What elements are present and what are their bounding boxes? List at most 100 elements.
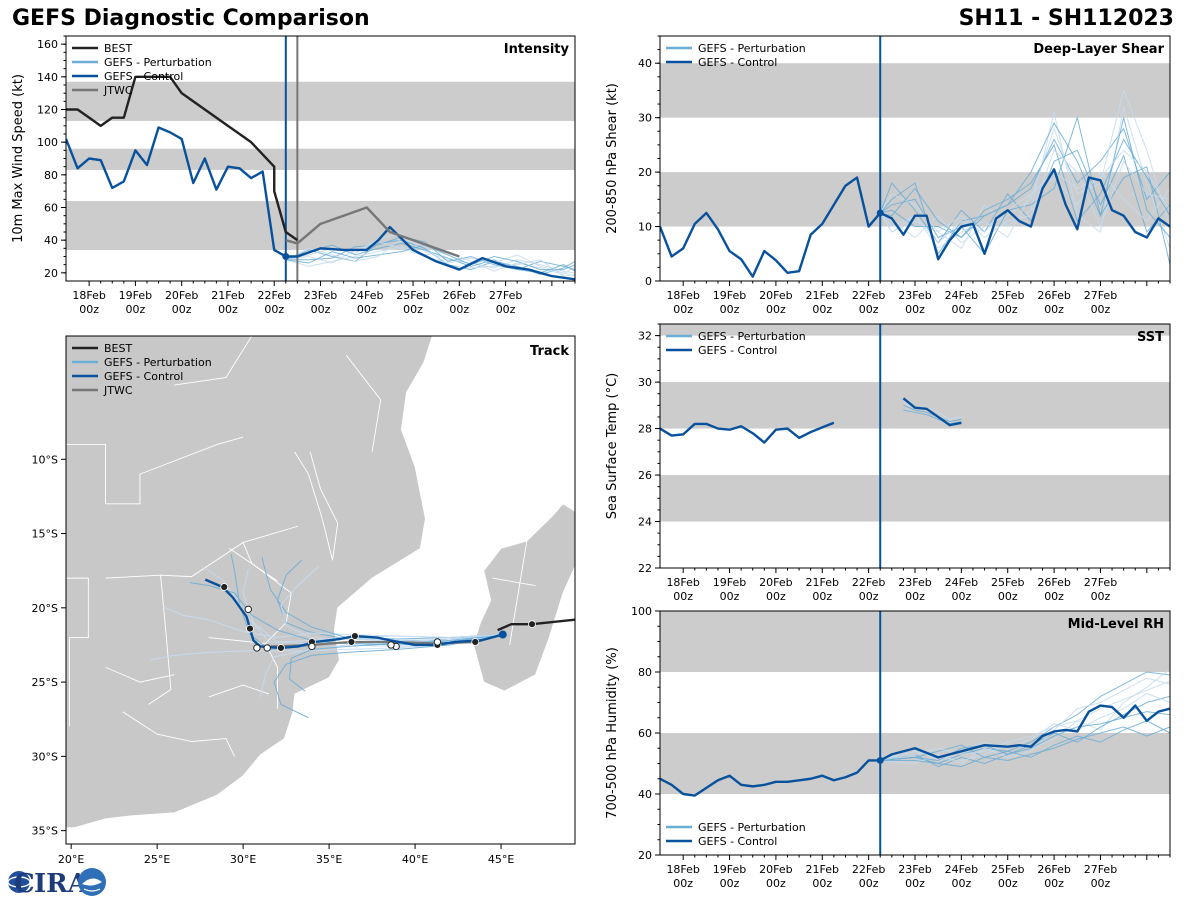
x-tick-label: 20Feb bbox=[759, 289, 792, 302]
plot-area bbox=[660, 36, 1170, 281]
series-line bbox=[66, 75, 299, 242]
country-border bbox=[509, 540, 528, 646]
y-tick-label: 20 bbox=[638, 849, 652, 862]
shaded-band bbox=[660, 611, 1170, 672]
shaded-band bbox=[660, 324, 1170, 336]
x-tick-label: 00z bbox=[720, 877, 740, 890]
x-tick-label: 24Feb bbox=[350, 289, 383, 302]
x-tick-label: 20°E bbox=[58, 853, 84, 866]
x-tick-label: 00z bbox=[859, 877, 879, 890]
series-line bbox=[66, 126, 575, 281]
series-line bbox=[660, 168, 1170, 278]
shaded-band bbox=[66, 81, 575, 121]
y-tick-label: 30°S bbox=[32, 750, 58, 763]
y-tick-label: 100 bbox=[37, 136, 58, 149]
legend-label: GEFS - Perturbation bbox=[698, 821, 806, 834]
country-border bbox=[105, 666, 175, 683]
y-tick-label: 40 bbox=[638, 57, 652, 70]
y-tick-label: 26 bbox=[638, 469, 652, 482]
country-border bbox=[148, 575, 172, 705]
perturbation-line bbox=[880, 138, 1170, 239]
legend-label: BEST bbox=[104, 42, 132, 55]
y-tick-label: 140 bbox=[37, 71, 58, 84]
x-tick-label: 00z bbox=[812, 590, 832, 603]
x-tick-label: 00z bbox=[951, 303, 971, 316]
x-tick-label: 00z bbox=[311, 303, 331, 316]
perturbation-line bbox=[880, 117, 1170, 239]
initial-point bbox=[498, 630, 507, 639]
plot-area bbox=[66, 36, 575, 281]
legend-label: GEFS - Perturbation bbox=[698, 330, 806, 343]
x-tick-label: 00z bbox=[449, 303, 469, 316]
x-tick-label: 00z bbox=[496, 303, 516, 316]
legend-label: GEFS - Control bbox=[698, 344, 777, 357]
x-tick-label: 00z bbox=[720, 590, 740, 603]
x-tick-label: 00z bbox=[905, 590, 925, 603]
plot-area bbox=[660, 611, 1170, 855]
y-tick-label: 40 bbox=[638, 788, 652, 801]
x-tick-label: 00z bbox=[812, 303, 832, 316]
y-tick-label: 30 bbox=[638, 112, 652, 125]
best-track-open-point bbox=[244, 605, 252, 614]
perturbation-line bbox=[879, 149, 1170, 239]
x-tick-label: 27Feb bbox=[1084, 289, 1117, 302]
map-area bbox=[66, 336, 575, 844]
x-tick-label: 23Feb bbox=[898, 576, 931, 589]
x-tick-label: 20Feb bbox=[759, 576, 792, 589]
x-tick-label: 22Feb bbox=[852, 863, 885, 876]
best-track-open-point bbox=[263, 644, 271, 652]
x-tick-label: 25Feb bbox=[991, 863, 1024, 876]
country-border bbox=[66, 443, 107, 504]
x-tick-label: 00z bbox=[905, 877, 925, 890]
perturbation-track bbox=[261, 557, 503, 640]
best-track-open-point bbox=[433, 638, 442, 646]
x-tick-label: 21Feb bbox=[806, 576, 839, 589]
best-track-point bbox=[528, 620, 536, 629]
madagascar-landmass bbox=[473, 503, 575, 692]
x-tick-label: 20Feb bbox=[759, 863, 792, 876]
x-tick-label: 25Feb bbox=[991, 576, 1024, 589]
legend-label: GEFS - Control bbox=[104, 70, 183, 83]
x-tick-label: 19Feb bbox=[713, 863, 746, 876]
panel-title: Mid-Level RH bbox=[1068, 617, 1164, 632]
perturbation-track bbox=[273, 634, 503, 719]
country-border bbox=[208, 637, 278, 709]
x-tick-label: 00z bbox=[998, 303, 1018, 316]
x-tick-label: 26Feb bbox=[1037, 576, 1070, 589]
panel-title: SST bbox=[1137, 330, 1164, 345]
y-tick-label: 160 bbox=[37, 38, 58, 51]
perturbation-line bbox=[903, 404, 962, 423]
x-tick-label: 26Feb bbox=[1037, 289, 1070, 302]
y-tick-label: 60 bbox=[44, 202, 58, 215]
y-tick-label: 80 bbox=[638, 666, 652, 679]
country-border bbox=[345, 355, 382, 452]
x-tick-label: 22Feb bbox=[852, 576, 885, 589]
panel-0: 2040608010012014016018Feb00z19Feb00z20Fe… bbox=[11, 35, 576, 316]
legend-label: GEFS - Control bbox=[698, 56, 777, 69]
x-tick-label: 40°E bbox=[402, 853, 428, 866]
initial-point bbox=[876, 756, 884, 764]
x-tick-label: 00z bbox=[812, 877, 832, 890]
figure-title: GEFS Diagnostic Comparison bbox=[12, 6, 370, 31]
y-tick-label: 25°S bbox=[32, 676, 58, 689]
x-tick-label: 00z bbox=[766, 303, 786, 316]
shaded-band bbox=[66, 200, 575, 250]
x-tick-label: 18Feb bbox=[666, 289, 699, 302]
x-tick-label: 00z bbox=[673, 590, 693, 603]
legend-label: GEFS - Perturbation bbox=[104, 56, 212, 69]
x-tick-label: 30°E bbox=[230, 853, 256, 866]
x-tick-label: 00z bbox=[264, 303, 284, 316]
x-tick-label: 00z bbox=[859, 590, 879, 603]
y-axis-label: 700-500 hPa Humidity (%) bbox=[605, 647, 620, 819]
x-tick-label: 00z bbox=[766, 590, 786, 603]
x-tick-label: 00z bbox=[859, 303, 879, 316]
x-tick-label: 27Feb bbox=[489, 289, 522, 302]
x-tick-label: 00z bbox=[998, 590, 1018, 603]
x-tick-label: 27Feb bbox=[1084, 863, 1117, 876]
x-tick-label: 22Feb bbox=[852, 289, 885, 302]
country-border bbox=[174, 336, 253, 386]
legend-label: GEFS - Control bbox=[698, 835, 777, 848]
x-tick-label: 21Feb bbox=[806, 289, 839, 302]
x-tick-label: 00z bbox=[673, 877, 693, 890]
x-tick-label: 24Feb bbox=[945, 576, 978, 589]
